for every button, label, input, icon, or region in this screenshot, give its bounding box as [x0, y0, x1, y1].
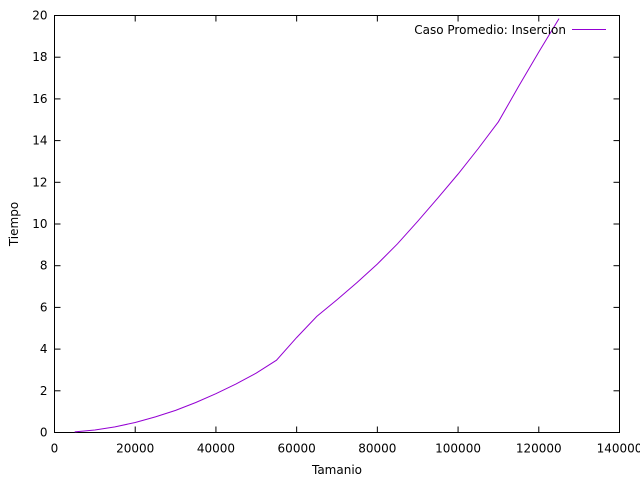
y-tick-label: 10 — [32, 217, 47, 231]
x-tick-label: 0 — [51, 442, 59, 456]
y-tick-label: 6 — [40, 300, 48, 314]
x-tick-label: 100000 — [435, 442, 481, 456]
y-tick-label: 18 — [32, 50, 47, 64]
x-tick-label: 140000 — [597, 442, 640, 456]
x-tick-label: 60000 — [278, 442, 316, 456]
x-tick-label: 40000 — [197, 442, 235, 456]
y-axis-title: Tiempo — [7, 202, 21, 247]
x-tick-label: 80000 — [358, 442, 396, 456]
x-tick-label: 120000 — [516, 442, 562, 456]
y-tick-label: 8 — [40, 259, 48, 273]
legend-label: Caso Promedio: Insercion — [414, 23, 566, 37]
x-axis-title: Tamanio — [311, 463, 362, 477]
plot-frame — [54, 15, 620, 433]
y-tick-label: 14 — [32, 134, 47, 148]
series-line — [74, 18, 560, 433]
y-tick-label: 0 — [40, 426, 48, 440]
y-tick-label: 20 — [32, 9, 47, 23]
y-tick-label: 2 — [40, 384, 48, 398]
y-tick-label: 12 — [32, 175, 47, 189]
legend: Caso Promedio: Insercion — [414, 23, 606, 37]
y-tick-label: 4 — [40, 342, 48, 356]
y-tick-label: 16 — [32, 92, 47, 106]
axis-ticks: 0 20000 40000 60000 80000 100000 120000 140000 0… — [32, 9, 640, 456]
series-layer — [74, 18, 560, 433]
x-tick-label: 20000 — [116, 442, 154, 456]
